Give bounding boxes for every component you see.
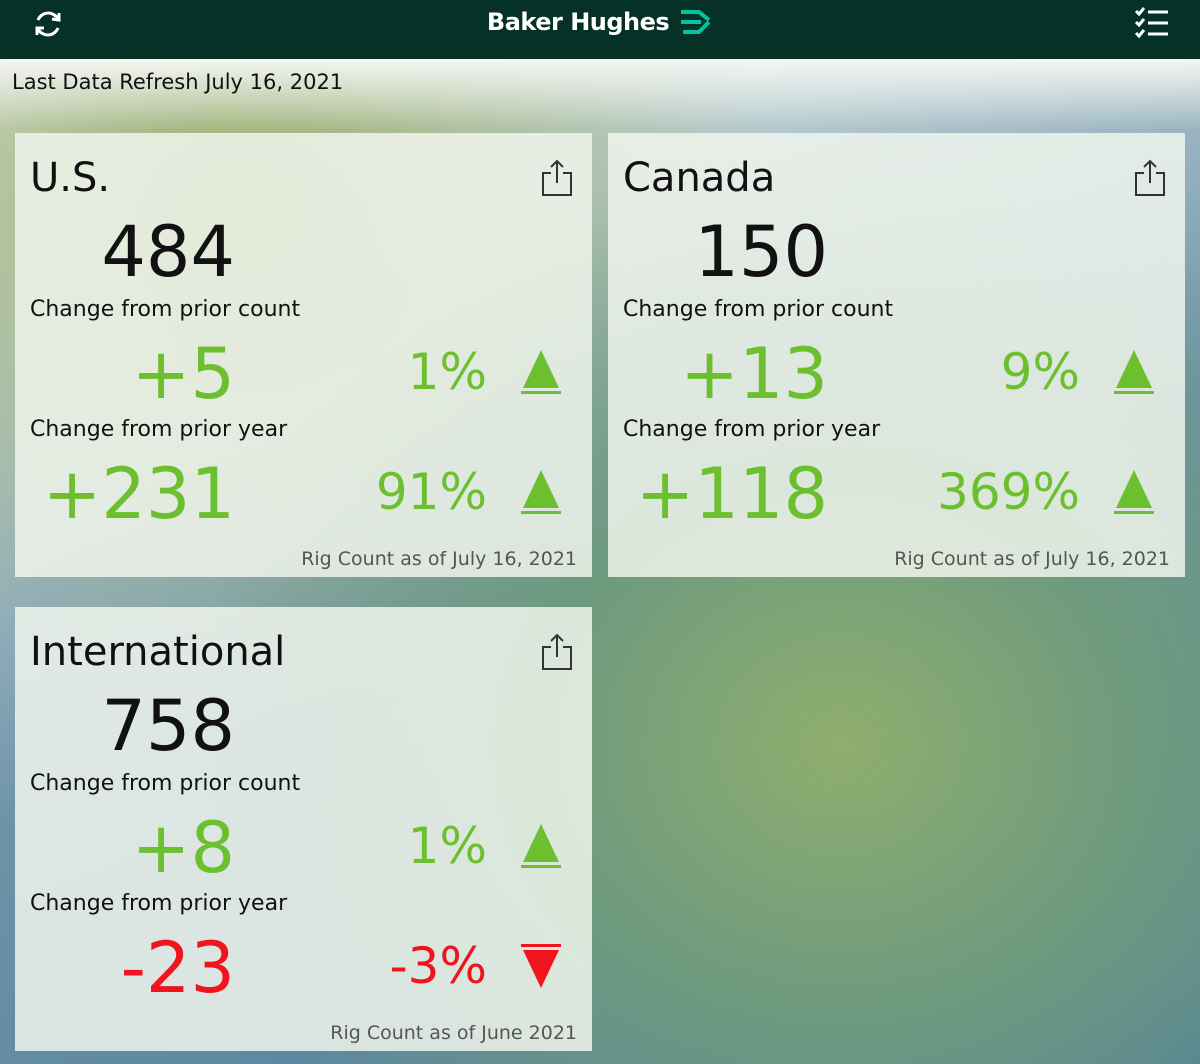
- prior-count-percent: 9%: [1000, 343, 1080, 401]
- prior-count-change: +8: [131, 807, 235, 889]
- prior-year-label: Change from prior year: [30, 417, 288, 442]
- logo: [681, 10, 711, 34]
- as-of-label: Rig Count as of June 2021: [330, 1022, 577, 1044]
- prior-year-percent: 91%: [375, 463, 487, 521]
- menu-button[interactable]: [1134, 6, 1170, 40]
- prior-year-change: -23: [120, 927, 235, 1009]
- card-title: U.S.: [30, 155, 111, 201]
- rig-count: 758: [101, 685, 235, 767]
- down-arrow: [521, 944, 561, 988]
- prior-count-percent: 1%: [407, 343, 487, 401]
- share-button[interactable]: [541, 633, 573, 671]
- share-button[interactable]: [541, 159, 573, 197]
- card-title: International: [30, 629, 286, 675]
- rig-count: 150: [694, 211, 828, 293]
- prior-count-label: Change from prior count: [30, 297, 301, 322]
- rig-count-card: International 758 Change from prior count C…: [15, 607, 592, 1051]
- prior-count-label: Change from prior count: [623, 297, 894, 322]
- backdrop: [0, 59, 1200, 129]
- prior-year-label: Change from prior year: [30, 891, 288, 916]
- up-arrow: [1114, 350, 1154, 394]
- refresh-button[interactable]: [30, 6, 66, 42]
- prior-year-label: Change from prior year: [623, 417, 881, 442]
- prior-count-percent: 1%: [407, 817, 487, 875]
- brand: Baker Hughes: [0, 8, 1200, 36]
- prior-count-label: Change from prior count: [30, 771, 301, 796]
- up-arrow: [521, 350, 561, 394]
- prior-count-change: +5: [131, 333, 235, 415]
- up-arrow: [521, 470, 561, 514]
- share-button[interactable]: [1134, 159, 1166, 197]
- rig-count-card: Canada 150 Change from prior count Change f…: [608, 133, 1185, 577]
- as-of-label: Rig Count as of July 16, 2021: [301, 548, 577, 570]
- header: Baker Hughes: [0, 0, 1200, 59]
- prior-year-percent: -3%: [389, 937, 487, 995]
- rig-count-card: U.S. 484 Change from prior count Change fro…: [15, 133, 592, 577]
- rig-count: 484: [101, 211, 235, 293]
- up-arrow: [1114, 470, 1154, 514]
- as-of-label: Rig Count as of July 16, 2021: [894, 548, 1170, 570]
- refresh-label: Last Data Refresh July 16, 2021: [12, 70, 344, 94]
- brand-name: Baker Hughes: [486, 8, 670, 36]
- card-title: Canada: [623, 155, 776, 201]
- up-arrow: [521, 824, 561, 868]
- prior-year-change: +118: [635, 453, 828, 535]
- prior-year-percent: 369%: [937, 463, 1080, 521]
- prior-count-change: +13: [680, 333, 828, 415]
- prior-year-change: +231: [42, 453, 235, 535]
